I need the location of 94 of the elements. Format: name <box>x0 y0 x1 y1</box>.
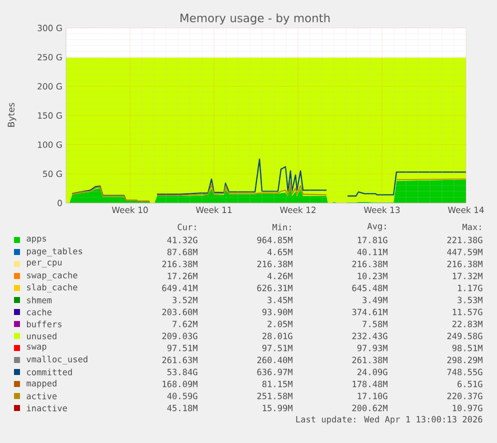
text: 232.43G <box>352 332 388 340</box>
text: 249.58G <box>447 332 482 340</box>
chart-title: Memory usage - by month <box>180 13 330 25</box>
text: 216.38M <box>447 260 482 268</box>
text: 220.37G <box>447 392 482 400</box>
text: 964.85M <box>257 236 292 244</box>
legend-label: per_cpu <box>26 260 62 268</box>
legend-label: cache <box>27 308 52 316</box>
legend-label: unused <box>27 332 56 340</box>
legend-label: inactive <box>26 404 67 412</box>
y-tick-label: 50 G <box>43 170 62 178</box>
text: 200.62M <box>352 404 388 412</box>
text: 40.11M <box>357 248 388 256</box>
text: 261.63M <box>162 356 198 364</box>
text: 4.65M <box>267 248 292 256</box>
text: 4.26M <box>267 272 292 280</box>
x-tick-label: Week 10 <box>112 206 148 214</box>
text: 374.61M <box>352 308 388 316</box>
text: 649.41M <box>162 284 198 292</box>
text: 209.03G <box>162 332 198 340</box>
text: 3.52M <box>172 296 198 304</box>
text: Cur: <box>178 224 196 230</box>
text: 178.48M <box>352 380 388 388</box>
text: 97.93M <box>357 344 388 352</box>
text: 216.38M <box>257 260 292 268</box>
legend-label: apps <box>26 236 46 244</box>
text: 447.59M <box>447 248 482 256</box>
text: 216.38M <box>162 260 198 268</box>
text: 98.51M <box>452 344 482 352</box>
legend-label: buffers <box>27 320 62 328</box>
text: 251.58M <box>257 392 292 400</box>
legend-label: swap <box>27 344 46 352</box>
text: 93.90M <box>262 308 292 316</box>
text: 97.51M <box>262 344 292 352</box>
text: 24.09G <box>357 368 388 376</box>
text: 7.62M <box>172 320 198 328</box>
y-axis-title: Bytes <box>8 102 16 127</box>
text: 636.97M <box>257 368 292 376</box>
text: 645.48M <box>352 284 388 292</box>
text: 17.81G <box>358 236 388 244</box>
text: 7.58M <box>362 320 388 328</box>
text: 1.17G <box>458 284 482 292</box>
text: 17.26M <box>168 272 198 280</box>
legend-label: vmalloc_used <box>26 356 88 364</box>
y-tick-label: 300 G <box>38 24 62 32</box>
x-tick-label: Week 14 <box>448 206 484 214</box>
text: 3.45M <box>268 296 292 304</box>
text: 22.83M <box>452 320 482 328</box>
legend-label: committed <box>27 368 72 376</box>
legend-label: shmem <box>27 296 52 304</box>
x-tick-label: Week 12 <box>280 206 316 214</box>
text: 10.97G <box>452 404 482 412</box>
legend-label: active <box>26 392 57 400</box>
text: 17.10G <box>358 392 388 400</box>
text: 17.32M <box>452 272 482 280</box>
text: 748.55G <box>447 368 482 376</box>
text: 81.15M <box>262 380 292 388</box>
legend-label: page_tables <box>26 248 82 256</box>
text: 28.01G <box>262 332 292 340</box>
text: 261.38M <box>352 356 388 364</box>
legend-label: slab_cache <box>27 284 78 292</box>
text: 53.84G <box>167 368 198 376</box>
text: 41.32G <box>167 236 198 244</box>
text: 40.59G <box>167 392 198 400</box>
text: 3.53M <box>458 296 482 304</box>
text: 6.51G <box>458 380 482 388</box>
text: 97.51M <box>167 344 198 352</box>
text: 260.40M <box>257 356 292 364</box>
text: 168.09M <box>162 380 198 388</box>
legend-label: mapped <box>26 380 56 388</box>
text: 298.29M <box>447 356 482 364</box>
text: 10.23M <box>358 272 388 280</box>
text: 15.99M <box>262 404 292 412</box>
y-tick-label: 0 <box>58 200 62 206</box>
text: 3.49M <box>362 296 388 304</box>
y-tick-label: 150 G <box>38 112 62 119</box>
text: Min: <box>272 224 291 230</box>
text: 11.57G <box>452 308 482 316</box>
legend-label: swap_cache <box>27 272 78 280</box>
text: 87.68M <box>167 248 198 256</box>
text: 216.38M <box>352 260 388 268</box>
text: Last update: Wed Apr 1 13:00:13 2026 <box>296 416 482 424</box>
text: 626.31M <box>257 284 292 292</box>
y-tick-label: 200 G <box>38 83 62 90</box>
text: 221.38G <box>447 236 482 244</box>
x-tick-label: Week 13 <box>364 206 400 214</box>
text: Max: <box>462 224 481 230</box>
x-tick-label: Week 11 <box>196 206 232 214</box>
text: 2.05M <box>268 320 292 328</box>
y-tick-label: 100 G <box>38 141 62 148</box>
text: Avg: <box>367 222 386 232</box>
text: 203.60M <box>162 308 198 316</box>
text: 45.18M <box>167 404 198 412</box>
y-tick-label: 250 G <box>38 54 62 60</box>
